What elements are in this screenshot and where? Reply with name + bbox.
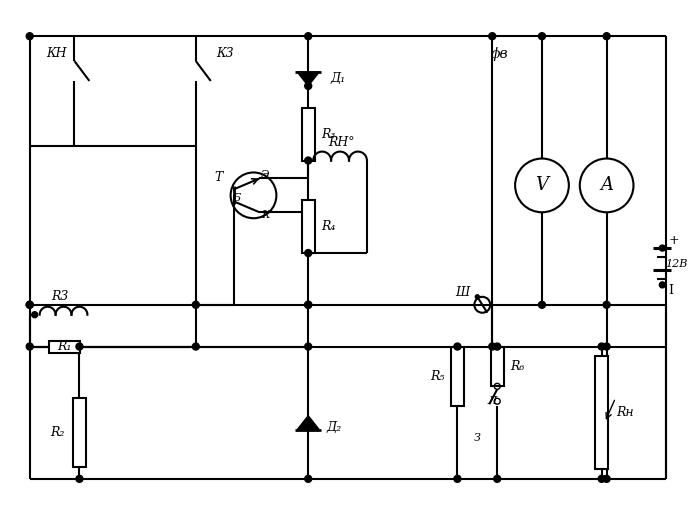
- Bar: [491, 347, 504, 386]
- Text: К3: К3: [216, 47, 233, 60]
- Circle shape: [304, 157, 312, 164]
- Circle shape: [659, 282, 665, 288]
- Circle shape: [454, 475, 461, 482]
- Circle shape: [304, 475, 312, 482]
- Circle shape: [603, 33, 610, 40]
- Text: Ш: Ш: [455, 286, 470, 299]
- Text: R₅: R₅: [430, 370, 444, 383]
- Circle shape: [538, 33, 545, 40]
- Text: A: A: [600, 176, 613, 195]
- Circle shape: [603, 475, 610, 482]
- Bar: [451, 347, 464, 406]
- Text: I: I: [668, 285, 673, 298]
- Circle shape: [193, 301, 200, 308]
- Polygon shape: [298, 72, 319, 86]
- Circle shape: [304, 343, 312, 350]
- Text: +: +: [668, 234, 679, 247]
- Polygon shape: [298, 416, 319, 429]
- Circle shape: [489, 33, 496, 40]
- Bar: [302, 200, 315, 253]
- Text: Э: Э: [261, 170, 270, 180]
- Circle shape: [26, 301, 33, 308]
- Circle shape: [598, 475, 605, 482]
- Text: R₃: R₃: [321, 128, 335, 141]
- Text: V: V: [536, 176, 549, 195]
- Text: R₁: R₁: [57, 340, 71, 353]
- Circle shape: [598, 343, 605, 350]
- Text: 12В: 12В: [665, 259, 687, 269]
- Text: RН°: RН°: [328, 136, 355, 149]
- Circle shape: [26, 33, 33, 40]
- Bar: [302, 108, 315, 161]
- Text: К: К: [261, 210, 270, 220]
- Circle shape: [26, 301, 33, 308]
- Bar: [73, 398, 86, 468]
- Text: З: З: [474, 433, 481, 443]
- Circle shape: [475, 295, 480, 299]
- Bar: [48, 340, 80, 353]
- Circle shape: [603, 343, 610, 350]
- Circle shape: [304, 301, 312, 308]
- Text: Б: Б: [232, 194, 241, 203]
- Circle shape: [603, 301, 610, 308]
- Circle shape: [304, 249, 312, 256]
- Circle shape: [489, 343, 496, 350]
- Text: R3: R3: [52, 290, 69, 303]
- Text: ϕв: ϕв: [491, 47, 508, 61]
- Text: R₂: R₂: [50, 426, 64, 439]
- Circle shape: [76, 475, 83, 482]
- Circle shape: [32, 312, 38, 317]
- Text: R₆: R₆: [510, 360, 524, 373]
- Text: R₄: R₄: [321, 220, 335, 233]
- Circle shape: [26, 343, 33, 350]
- Circle shape: [454, 343, 461, 350]
- Text: КН: КН: [47, 47, 67, 60]
- Circle shape: [76, 343, 83, 350]
- Text: Rн: Rн: [617, 406, 634, 419]
- Circle shape: [659, 245, 665, 251]
- Circle shape: [193, 343, 200, 350]
- Circle shape: [304, 33, 312, 40]
- Text: Л: Л: [487, 396, 496, 406]
- Circle shape: [494, 475, 500, 482]
- Text: Д₂: Д₂: [326, 421, 342, 434]
- Circle shape: [304, 83, 312, 89]
- Circle shape: [494, 343, 500, 350]
- Text: Д₁: Д₁: [330, 73, 345, 85]
- Bar: [595, 357, 608, 469]
- Circle shape: [304, 301, 312, 308]
- Circle shape: [538, 301, 545, 308]
- Text: Т: Т: [214, 171, 223, 184]
